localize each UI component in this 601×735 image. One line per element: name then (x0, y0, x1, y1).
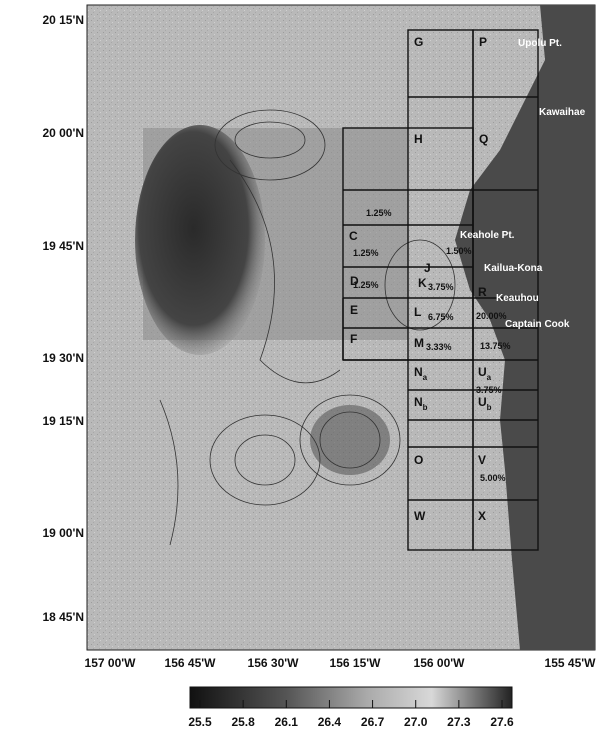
cell-label: K (418, 276, 427, 290)
colorbar-label: 25.5 (188, 715, 212, 729)
percent-label: 1.25% (353, 248, 379, 258)
cell-label: W (414, 509, 426, 523)
percent-label: 13.75% (480, 341, 511, 351)
place-label: Kailua-Kona (484, 263, 543, 274)
cell-letter: U (478, 365, 487, 379)
lat-label: 20 15'N (42, 13, 84, 27)
cell-label: H (414, 132, 423, 146)
place-label: Captain Cook (505, 319, 570, 330)
percent-label: 1.25% (366, 208, 392, 218)
cell-letter: N (414, 395, 423, 409)
cell-label: R (478, 285, 487, 299)
percent-label: 1.25% (353, 280, 379, 290)
cell-letter: M (414, 336, 424, 350)
colorbar-label: 26.7 (361, 715, 385, 729)
cell-letter: O (414, 453, 423, 467)
cell-letter: K (418, 276, 427, 290)
cell-subscript: b (487, 403, 492, 412)
lon-label: 157 00'W (85, 656, 137, 670)
cell-label: P (479, 35, 487, 49)
percent-label: 20.00% (476, 311, 507, 321)
place-label: Upolu Pt. (518, 38, 562, 49)
cell-label: O (414, 453, 423, 467)
cell-label: E (350, 303, 358, 317)
cell-label: G (414, 35, 423, 49)
lat-label: 18 45'N (42, 610, 84, 624)
cell-letter: R (478, 285, 487, 299)
colorbar-label: 27.0 (404, 715, 428, 729)
cell-label: L (414, 305, 421, 319)
cell-letter: C (349, 229, 358, 243)
lon-label: 156 30'W (248, 656, 300, 670)
cell-letter: G (414, 35, 423, 49)
lat-label: 19 00'N (42, 526, 84, 540)
cell-letter: J (424, 261, 431, 275)
cell-letter: W (414, 509, 426, 523)
cell-letter: P (479, 35, 487, 49)
cell-letter: N (414, 365, 423, 379)
map-figure: 20 15'N 20 00'N 19 45'N 19 30'N 19 15'N 19 00… (0, 0, 601, 730)
cell-letter: U (478, 395, 487, 409)
cell-letter: L (414, 305, 421, 319)
lat-label: 19 45'N (42, 239, 84, 253)
percent-label: 3.75% (476, 385, 502, 395)
cell-subscript: a (423, 373, 428, 382)
lat-label: 19 30'N (42, 351, 84, 365)
colorbar-label: 26.4 (318, 715, 342, 729)
cell-letter: F (350, 332, 357, 346)
colorbar (190, 687, 512, 708)
colorbar-label: 26.1 (275, 715, 299, 729)
cold-eddy (310, 405, 390, 475)
percent-label: 1.50% (446, 246, 472, 256)
place-label: Kawaihae (539, 107, 586, 118)
lon-label: 156 15'W (330, 656, 382, 670)
cold-anomaly (135, 125, 265, 355)
colorbar-label: 27.3 (447, 715, 471, 729)
lon-label: 156 45'W (165, 656, 217, 670)
cell-label: J (424, 261, 431, 275)
place-label: Keahole Pt. (460, 230, 515, 241)
colorbar-label: 27.6 (490, 715, 514, 729)
cell-label: C (349, 229, 358, 243)
percent-label: 5.00% (480, 473, 506, 483)
percent-label: 3.33% (426, 342, 452, 352)
colorbar-label: 25.8 (231, 715, 255, 729)
cell-label: F (350, 332, 357, 346)
cell-label: M (414, 336, 424, 350)
lon-label: 155 45'W (545, 656, 597, 670)
lat-label: 19 15'N (42, 414, 84, 428)
place-label: Keauhou (496, 293, 539, 304)
cell-letter: Q (479, 132, 488, 146)
cell-label: V (478, 453, 486, 467)
percent-label: 6.75% (428, 312, 454, 322)
lat-label: 20 00'N (42, 126, 84, 140)
cell-subscript: a (487, 373, 492, 382)
cell-label: Q (479, 132, 488, 146)
cell-subscript: b (423, 403, 428, 412)
cell-letter: E (350, 303, 358, 317)
percent-label: 3.75% (428, 282, 454, 292)
cell-letter: H (414, 132, 423, 146)
lon-label: 156 00'W (414, 656, 466, 670)
cell-label: X (478, 509, 486, 523)
cell-letter: X (478, 509, 486, 523)
cell-letter: V (478, 453, 486, 467)
